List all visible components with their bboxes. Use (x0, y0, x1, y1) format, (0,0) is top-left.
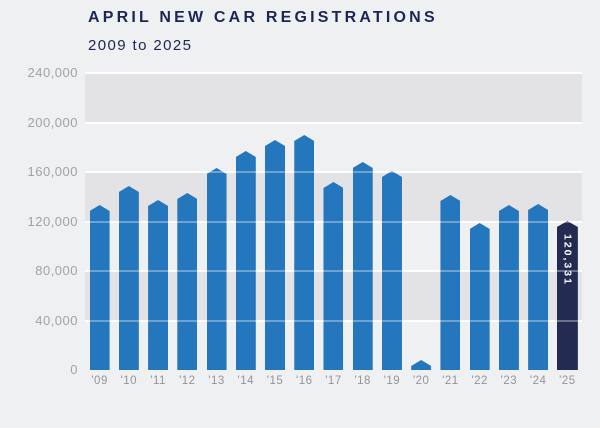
x-tick-label: '16 (296, 375, 313, 387)
bar-column (436, 73, 465, 370)
y-axis: 240,000 200,000 160,000 120,000 80,000 40,000… (0, 65, 78, 377)
bar-year-23 (498, 205, 519, 370)
x-tick-label: '15 (266, 375, 284, 387)
bar-year-16 (294, 135, 315, 370)
bar-year-17 (323, 182, 344, 370)
gridline (85, 319, 582, 322)
bar-column (524, 73, 553, 370)
x-tick-label: '13 (208, 375, 225, 387)
x-tick-label: '21 (442, 375, 459, 387)
gridline (85, 220, 582, 223)
gridline (85, 171, 582, 173)
x-tick-label: '14 (237, 375, 255, 387)
gridline (85, 72, 582, 74)
x-tick-label: '22 (471, 375, 488, 387)
bar-year-25: 120,331 (556, 221, 578, 370)
x-tick-label: '24 (529, 375, 547, 387)
bar-column (231, 73, 260, 370)
bar-column (348, 73, 377, 370)
plot-area: 120,331 (85, 72, 582, 370)
bar-year-09 (89, 205, 110, 370)
y-tick-label: 240,000 (27, 65, 78, 80)
y-tick-label: 40,000 (35, 312, 78, 328)
x-tick-label: '18 (354, 375, 371, 387)
bar-column (85, 73, 114, 370)
bar-year-11 (148, 200, 169, 370)
bar-column (202, 73, 231, 370)
x-tick-label: '10 (120, 375, 138, 387)
bar-year-14 (235, 151, 256, 370)
bar-column (114, 73, 143, 370)
bar-year-21 (440, 195, 461, 370)
bar-column (290, 73, 319, 370)
bar-column (377, 73, 406, 370)
bar-year-15 (265, 140, 286, 370)
gridline (85, 270, 582, 272)
x-tick-label: '20 (412, 375, 430, 387)
bar-year-18 (352, 162, 373, 370)
y-tick-label: 200,000 (27, 114, 78, 130)
shaded-band (85, 73, 582, 123)
x-tick-label: '25 (559, 375, 576, 387)
bar-column (143, 73, 172, 370)
x-tick-label: '19 (383, 375, 401, 387)
y-tick-label: 80,000 (35, 263, 78, 278)
x-tick-label: '17 (325, 375, 342, 387)
gridline (85, 121, 582, 124)
y-tick-label: 160,000 (27, 164, 78, 179)
chart-title: APRIL NEW CAR REGISTRATIONS (88, 9, 438, 26)
bar-year-22 (469, 223, 490, 370)
gridline (85, 121, 582, 124)
bar-column: 120,331 (553, 73, 582, 370)
y-tick-label: 120,000 (27, 213, 78, 229)
highlight-bar-value-label: 120,331 (561, 234, 574, 286)
bar-column (494, 73, 523, 370)
x-tick-label: '23 (500, 375, 518, 387)
bar-year-20 (411, 360, 432, 370)
x-tick-label: '09 (91, 375, 108, 387)
x-tick-label: '11 (150, 375, 166, 387)
x-tick-label: '12 (179, 375, 196, 387)
bar-column (173, 73, 202, 370)
bar-column (260, 73, 289, 370)
chart-subtitle: 2009 to 2025 (88, 37, 193, 54)
bar-year-12 (177, 193, 198, 370)
bar-year-19 (381, 171, 402, 370)
bar-column (319, 73, 348, 370)
bar-year-13 (206, 168, 227, 370)
x-axis: '09 '10 '11 '12 '13 '14 '15 '16 '17 '18 '19 '20 '21 '… (85, 375, 582, 391)
y-tick-label: 0 (70, 362, 78, 377)
bar-series: 120,331 (85, 73, 582, 370)
gridline (85, 72, 582, 74)
bar-year-24 (528, 204, 549, 370)
bar-column (407, 73, 436, 370)
bar-year-10 (118, 186, 139, 370)
bar-column (465, 73, 494, 370)
gridline (85, 171, 582, 173)
chart-header: APRIL NEW CAR REGISTRATIONS 2009 to 2025 (88, 9, 438, 54)
